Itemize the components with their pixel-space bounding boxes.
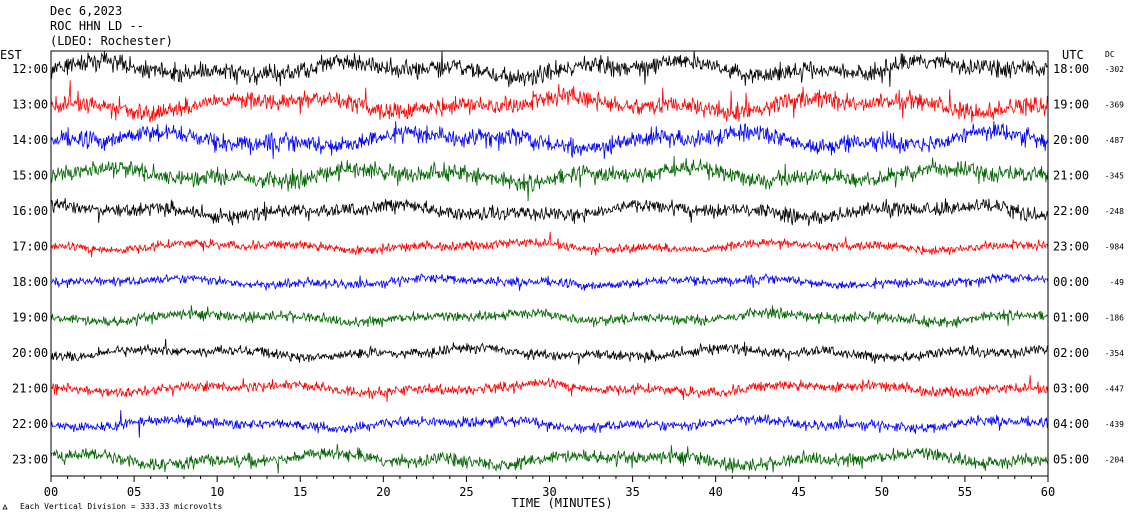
x-axis-title: TIME (MINUTES) (511, 496, 612, 510)
utc-tick-label: 19:00 (1053, 98, 1089, 112)
est-tick-label: 12:00 (12, 62, 48, 76)
x-tick-label: 00 (44, 485, 58, 499)
x-tick-label: 40 (708, 485, 722, 499)
est-tick-label: 22:00 (12, 417, 48, 431)
est-tick-label: 23:00 (12, 453, 48, 467)
axis-layer: 12:00 18:00 -302 13:00 19:00 -369 14:00 20:00 -4… (12, 62, 1124, 499)
trace-3 (50, 155, 1049, 202)
trace-9 (50, 375, 1049, 403)
est-tick-label: 16:00 (12, 204, 48, 218)
x-tick-label: 10 (210, 485, 224, 499)
x-tick-label: 25 (459, 485, 473, 499)
dc-value: -345 (1105, 172, 1124, 181)
trace-8 (50, 338, 1049, 365)
est-tick-label: 20:00 (12, 346, 48, 360)
x-tick-label: 45 (792, 485, 806, 499)
trace-6 (50, 272, 1049, 291)
trace-10 (50, 410, 1049, 438)
trace-11 (50, 443, 1049, 474)
est-tick-label: 14:00 (12, 133, 48, 147)
x-tick-label: 30 (542, 485, 556, 499)
dc-value: -447 (1105, 385, 1124, 394)
utc-tick-label: 04:00 (1053, 417, 1089, 431)
dc-value: -354 (1105, 349, 1124, 358)
plot-frame (50, 50, 1049, 477)
utc-tick-label: 02:00 (1053, 346, 1089, 360)
chart-station: ROC HHN LD -- (50, 19, 144, 33)
dc-value: -439 (1105, 420, 1124, 429)
utc-tick-label: 20:00 (1053, 133, 1089, 147)
x-tick-label: 55 (958, 485, 972, 499)
dc-value: -369 (1105, 101, 1124, 110)
chart-date: Dec 6,2023 (50, 4, 123, 18)
x-tick-label: 50 (875, 485, 889, 499)
dc-value: -204 (1105, 456, 1124, 465)
dc-value: -487 (1105, 136, 1124, 145)
trace-0 (50, 50, 1049, 88)
utc-tick-label: 00:00 (1053, 275, 1089, 289)
est-tick-label: 17:00 (12, 240, 48, 254)
est-tick-label: 13:00 (12, 98, 48, 112)
dc-value: -186 (1105, 314, 1124, 323)
dc-value: -984 (1105, 243, 1124, 252)
trace-2 (50, 120, 1049, 160)
utc-tick-label: 05:00 (1053, 453, 1089, 467)
est-tick-label: 18:00 (12, 275, 48, 289)
traces-layer (50, 50, 1049, 474)
utc-label: UTC (1062, 48, 1084, 62)
est-tick-label: 19:00 (12, 311, 48, 325)
scale-note: Each Vertical Division = 333.33 microvol… (20, 502, 222, 511)
dc-label: DC (1105, 50, 1115, 59)
utc-tick-label: 21:00 (1053, 169, 1089, 183)
x-tick-label: 05 (127, 485, 141, 499)
x-tick-label: 15 (293, 485, 307, 499)
trace-1 (50, 80, 1049, 123)
dc-value: -302 (1105, 65, 1124, 74)
trace-4 (50, 197, 1049, 226)
utc-tick-label: 18:00 (1053, 62, 1089, 76)
trace-5 (50, 231, 1049, 258)
dc-value: -248 (1105, 207, 1124, 216)
est-tick-label: 21:00 (12, 382, 48, 396)
dc-value: -49 (1110, 278, 1125, 287)
footer-logo (2, 504, 8, 510)
utc-tick-label: 01:00 (1053, 311, 1089, 325)
est-label: EST (0, 48, 22, 62)
est-tick-label: 15:00 (12, 169, 48, 183)
chart-location: (LDEO: Rochester) (50, 34, 173, 48)
utc-tick-label: 03:00 (1053, 382, 1089, 396)
x-tick-label: 20 (376, 485, 390, 499)
utc-tick-label: 22:00 (1053, 204, 1089, 218)
trace-7 (50, 305, 1049, 328)
x-tick-label: 35 (625, 485, 639, 499)
x-tick-label: 60 (1041, 485, 1055, 499)
utc-tick-label: 23:00 (1053, 240, 1089, 254)
